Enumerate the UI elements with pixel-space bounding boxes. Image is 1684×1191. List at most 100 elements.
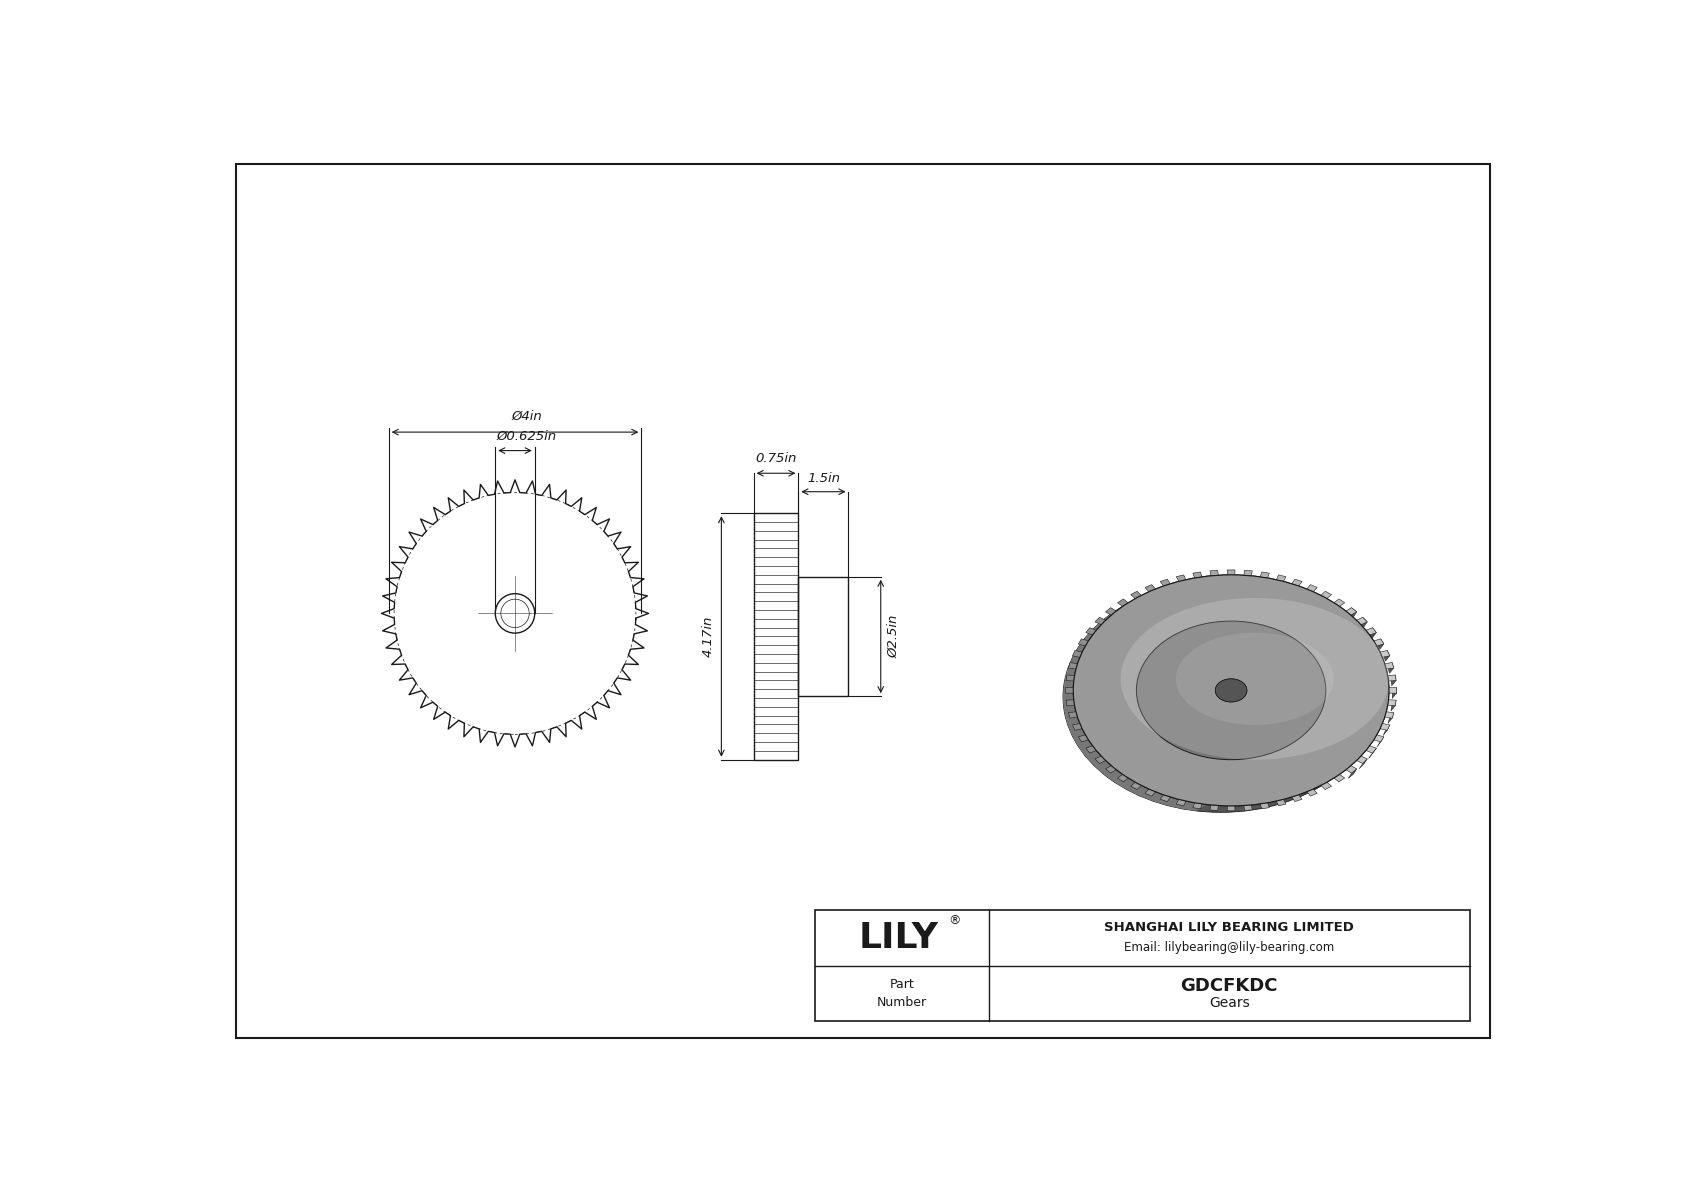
Polygon shape	[1357, 756, 1367, 763]
Polygon shape	[1175, 575, 1186, 581]
Polygon shape	[1209, 570, 1218, 575]
Text: Ø2.5in: Ø2.5in	[887, 615, 899, 659]
Polygon shape	[1388, 700, 1396, 706]
Polygon shape	[1320, 591, 1332, 599]
Polygon shape	[1388, 675, 1396, 681]
Ellipse shape	[1063, 581, 1379, 812]
Polygon shape	[1118, 599, 1128, 606]
Polygon shape	[1381, 723, 1389, 730]
Polygon shape	[1095, 756, 1106, 763]
Ellipse shape	[1120, 598, 1389, 760]
Polygon shape	[1366, 628, 1376, 635]
Polygon shape	[1086, 628, 1096, 635]
Text: Ø4in: Ø4in	[512, 410, 542, 423]
Bar	[754, 513, 798, 760]
Polygon shape	[1276, 799, 1287, 806]
Polygon shape	[1175, 799, 1186, 806]
Polygon shape	[1374, 638, 1384, 646]
Polygon shape	[1307, 788, 1317, 796]
Polygon shape	[1384, 712, 1394, 718]
Ellipse shape	[1073, 575, 1389, 806]
Text: ®: ®	[948, 915, 960, 928]
Polygon shape	[1130, 591, 1142, 599]
Polygon shape	[1066, 687, 1073, 693]
Bar	[815, 910, 1470, 1022]
Text: Part
Number: Part Number	[877, 978, 926, 1009]
Polygon shape	[1391, 700, 1396, 711]
Polygon shape	[1130, 782, 1142, 790]
Polygon shape	[1063, 576, 1206, 811]
Polygon shape	[1292, 579, 1302, 586]
Text: GDCFKDC: GDCFKDC	[1180, 977, 1278, 994]
Polygon shape	[1366, 746, 1376, 753]
Polygon shape	[1118, 774, 1128, 781]
Polygon shape	[1078, 735, 1088, 742]
Polygon shape	[1228, 570, 1234, 575]
Polygon shape	[1086, 746, 1096, 753]
Polygon shape	[1145, 585, 1155, 592]
Polygon shape	[1260, 803, 1270, 809]
Polygon shape	[1228, 806, 1234, 811]
Ellipse shape	[1137, 621, 1325, 760]
Polygon shape	[1359, 759, 1367, 768]
Polygon shape	[1105, 766, 1116, 773]
Polygon shape	[1383, 725, 1389, 736]
Polygon shape	[1276, 575, 1287, 581]
Polygon shape	[1393, 687, 1396, 698]
Polygon shape	[1349, 769, 1357, 779]
Text: 1.5in: 1.5in	[807, 472, 840, 485]
Polygon shape	[1389, 687, 1396, 693]
Polygon shape	[1378, 638, 1384, 649]
Ellipse shape	[1216, 679, 1246, 701]
Ellipse shape	[1137, 621, 1325, 760]
Text: Gears: Gears	[1209, 996, 1250, 1010]
Ellipse shape	[1137, 621, 1325, 760]
Ellipse shape	[1216, 679, 1246, 701]
Polygon shape	[1369, 628, 1376, 638]
Polygon shape	[1391, 675, 1396, 686]
Polygon shape	[1066, 700, 1074, 706]
Polygon shape	[1192, 803, 1202, 809]
Polygon shape	[1068, 662, 1078, 669]
Polygon shape	[1145, 788, 1155, 796]
Polygon shape	[1383, 650, 1389, 661]
Ellipse shape	[1073, 575, 1389, 806]
Polygon shape	[1244, 805, 1253, 811]
Polygon shape	[1388, 662, 1394, 673]
Polygon shape	[1078, 638, 1088, 646]
Text: LILY: LILY	[859, 921, 938, 955]
Polygon shape	[1066, 675, 1074, 681]
Text: Ø0.625in: Ø0.625in	[497, 430, 557, 443]
Ellipse shape	[1216, 679, 1246, 701]
Polygon shape	[1095, 617, 1106, 625]
Polygon shape	[1260, 572, 1270, 578]
Text: Email: lilybearing@lily-bearing.com: Email: lilybearing@lily-bearing.com	[1123, 941, 1334, 954]
Polygon shape	[1357, 617, 1367, 625]
Polygon shape	[1068, 712, 1078, 718]
Polygon shape	[1160, 579, 1170, 586]
Polygon shape	[1244, 570, 1253, 575]
Polygon shape	[1369, 748, 1376, 759]
Polygon shape	[1346, 607, 1357, 615]
Polygon shape	[1374, 735, 1384, 742]
Ellipse shape	[1175, 632, 1334, 725]
Bar	[798, 576, 849, 697]
Polygon shape	[1334, 599, 1346, 606]
Polygon shape	[1160, 794, 1170, 802]
Polygon shape	[1349, 607, 1357, 617]
Polygon shape	[1209, 805, 1218, 811]
Polygon shape	[1073, 650, 1083, 657]
Polygon shape	[1334, 774, 1346, 781]
Polygon shape	[1378, 737, 1384, 747]
Polygon shape	[1381, 650, 1389, 657]
Polygon shape	[1384, 662, 1394, 669]
Polygon shape	[1073, 723, 1083, 730]
Polygon shape	[1359, 617, 1367, 628]
Polygon shape	[1388, 712, 1394, 723]
Polygon shape	[1346, 766, 1357, 773]
Polygon shape	[1105, 607, 1116, 615]
Text: 4.17in: 4.17in	[702, 616, 716, 657]
Text: SHANGHAI LILY BEARING LIMITED: SHANGHAI LILY BEARING LIMITED	[1105, 922, 1354, 935]
Text: 0.75in: 0.75in	[756, 451, 797, 464]
Polygon shape	[1307, 585, 1317, 592]
